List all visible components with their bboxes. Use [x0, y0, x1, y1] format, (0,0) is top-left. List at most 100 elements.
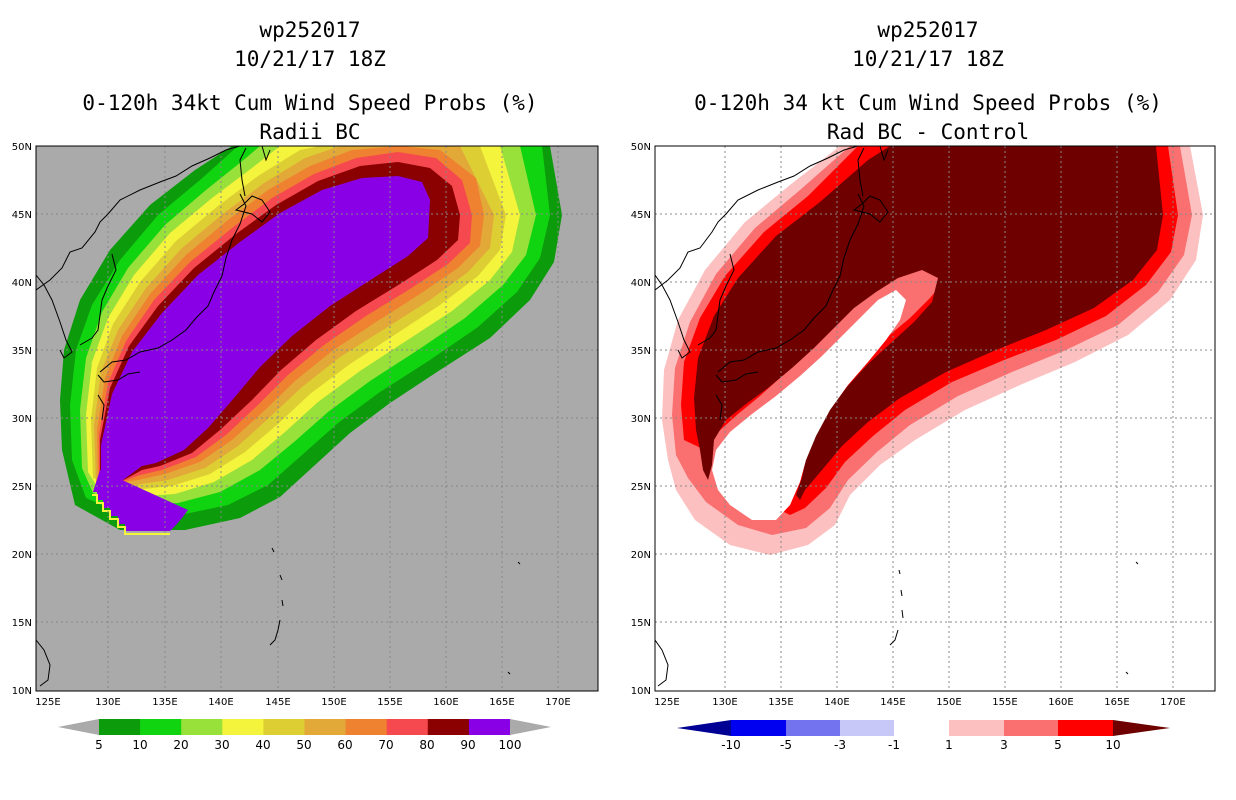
- left-datetime: 10/21/17 18Z: [234, 47, 386, 71]
- left-colorbar-high-arrow: [510, 719, 551, 735]
- right-colorbar: -10 -5 -3 -1 1 3 5 10: [677, 720, 1170, 752]
- left-cb-label-60: 60: [337, 738, 352, 752]
- left-colorbar-box: [386, 719, 429, 735]
- right-lat-15n: 15N: [631, 618, 651, 629]
- right-title-block: wp252017 10/21/17 18Z: [620, 16, 1236, 74]
- left-lon-170e: 170E: [545, 697, 570, 708]
- left-colorbar-box: [140, 719, 182, 735]
- right-lon-140e: 140E: [824, 697, 849, 708]
- left-lon-125e: 125E: [35, 697, 60, 708]
- left-cb-label-30: 30: [214, 738, 229, 752]
- right-colorbar-box: [786, 720, 841, 736]
- right-colorbar-box: [894, 720, 950, 736]
- right-lon-135e: 135E: [768, 697, 793, 708]
- left-lat-35n: 35N: [12, 346, 32, 357]
- left-lat-40n: 40N: [12, 278, 32, 289]
- right-grid: [655, 146, 1215, 691]
- left-colorbar-box: [99, 719, 141, 735]
- left-lon-145e: 145E: [265, 697, 290, 708]
- left-plot-subtitle: Radii BC: [259, 120, 361, 144]
- right-cb-label-1: 1: [945, 738, 953, 752]
- right-lat-30n: 30N: [631, 414, 651, 425]
- right-subtitle-block: 0-120h 34 kt Cum Wind Speed Probs (%) Ra…: [620, 89, 1236, 147]
- left-colorbar-box: [263, 719, 305, 735]
- right-lon-145e: 145E: [880, 697, 905, 708]
- right-colorbar-box: [949, 720, 1005, 736]
- right-cb-label-m5: -5: [780, 738, 792, 752]
- left-cb-label-40: 40: [255, 738, 270, 752]
- right-lat-50n: 50N: [631, 142, 651, 153]
- right-colorbar-box: [1004, 720, 1059, 736]
- right-lat-35n: 35N: [631, 346, 651, 357]
- right-map: 50N 45N 40N 35N 30N 25N 20N 15N 10N 125E…: [631, 142, 1216, 752]
- right-colorbar-box: [1058, 720, 1114, 736]
- left-lat-labels: 50N 45N 40N 35N 30N 25N 20N 15N 10N: [12, 142, 32, 697]
- right-coastlines: [655, 146, 1139, 687]
- left-map-frame: [35, 145, 599, 692]
- right-lon-150e: 150E: [936, 697, 961, 708]
- right-datetime: 10/21/17 18Z: [852, 47, 1004, 71]
- left-lon-150e: 150E: [321, 697, 346, 708]
- right-difference-field: [662, 146, 1203, 555]
- left-title-block: wp252017 10/21/17 18Z: [0, 16, 620, 74]
- right-cb-label-5: 5: [1054, 738, 1062, 752]
- left-lon-labels: 125E 130E 135E 140E 145E 150E 155E 160E …: [35, 697, 570, 708]
- left-colorbar-box: [304, 719, 347, 735]
- left-colorbar-low-arrow: [58, 719, 99, 735]
- left-colorbar-box: [181, 719, 223, 735]
- right-lat-40n: 40N: [631, 278, 651, 289]
- right-map-frame: [654, 145, 1216, 692]
- right-plot-title: 0-120h 34 kt Cum Wind Speed Probs (%): [694, 91, 1162, 115]
- left-storm-id: wp252017: [259, 18, 361, 42]
- left-colorbar-box: [222, 719, 264, 735]
- left-cb-label-50: 50: [296, 738, 311, 752]
- right-lat-labels: 50N 45N 40N 35N 30N 25N 20N 15N 10N: [631, 142, 651, 697]
- left-lat-50n: 50N: [12, 142, 32, 153]
- left-coastlines: [36, 146, 521, 687]
- right-plot-subtitle: Rad BC - Control: [826, 120, 1030, 144]
- right-lon-155e: 155E: [992, 697, 1017, 708]
- left-colorbar-box: [345, 719, 388, 735]
- left-lat-25n: 25N: [12, 482, 32, 493]
- left-cb-label-10: 10: [132, 738, 147, 752]
- right-lat-10n: 10N: [631, 686, 651, 697]
- left-cb-label-70: 70: [378, 738, 393, 752]
- right-lat-20n: 20N: [631, 550, 651, 561]
- right-lon-170e: 170E: [1160, 697, 1185, 708]
- right-storm-id: wp252017: [877, 18, 979, 42]
- right-colorbar-box: [731, 720, 787, 736]
- left-plot-title: 0-120h 34kt Cum Wind Speed Probs (%): [82, 91, 538, 115]
- left-lat-45n: 45N: [12, 210, 32, 221]
- left-lon-160e: 160E: [433, 697, 458, 708]
- right-cb-label-m3: -3: [834, 738, 846, 752]
- right-colorbar-box: [840, 720, 895, 736]
- left-lat-30n: 30N: [12, 414, 32, 425]
- left-grid: [36, 146, 598, 691]
- right-lat-45n: 45N: [631, 210, 651, 221]
- left-lat-20n: 20N: [12, 550, 32, 561]
- right-cb-label-10: 10: [1105, 738, 1120, 752]
- right-lon-165e: 165E: [1104, 697, 1129, 708]
- left-cb-label-20: 20: [173, 738, 188, 752]
- left-colorbar-box: [468, 719, 511, 735]
- right-lat-25n: 25N: [631, 482, 651, 493]
- left-lon-140e: 140E: [208, 697, 233, 708]
- right-lon-125e: 125E: [654, 697, 679, 708]
- right-colorbar-low-arrow: [677, 720, 731, 736]
- left-colorbar-box: [427, 719, 470, 735]
- left-subtitle-block: 0-120h 34kt Cum Wind Speed Probs (%) Rad…: [0, 89, 620, 147]
- left-lat-10n: 10N: [12, 686, 32, 697]
- right-lon-130e: 130E: [712, 697, 737, 708]
- left-lon-135e: 135E: [152, 697, 177, 708]
- left-colorbar: 5 10 20 30 40 50 60 70 80 90 100: [58, 719, 551, 752]
- left-probability-swath: [60, 146, 562, 535]
- left-lon-130e: 130E: [95, 697, 120, 708]
- left-cb-label-80: 80: [419, 738, 434, 752]
- right-lon-160e: 160E: [1048, 697, 1073, 708]
- right-cb-label-3: 3: [1000, 738, 1008, 752]
- right-cb-label-m1: -1: [888, 738, 900, 752]
- right-colorbar-high-arrow: [1113, 720, 1170, 736]
- right-lon-labels: 125E 130E 135E 140E 145E 150E 155E 160E …: [654, 697, 1185, 708]
- left-cb-label-100: 100: [499, 738, 522, 752]
